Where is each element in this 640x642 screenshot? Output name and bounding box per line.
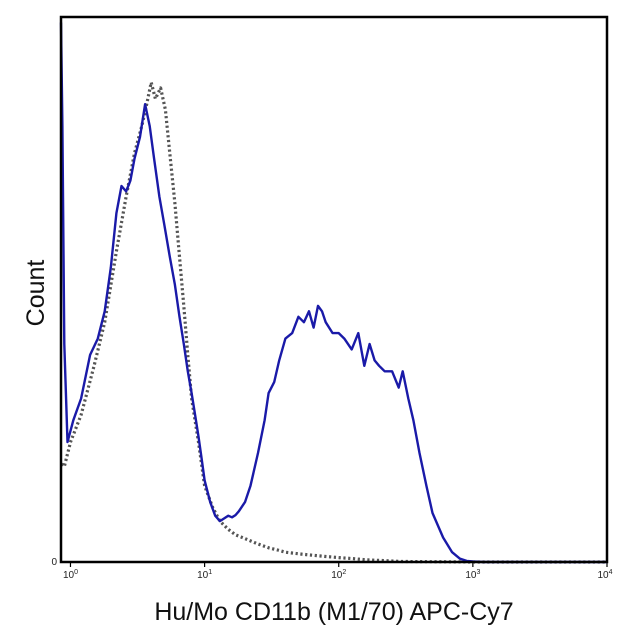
x-tick-label: 100 bbox=[63, 569, 78, 581]
x-tick-label: 104 bbox=[597, 569, 612, 581]
x-tick-label: 101 bbox=[197, 569, 212, 581]
y-tick-label-zero: 0 bbox=[51, 557, 57, 568]
y-axis-title: Count bbox=[22, 260, 50, 327]
x-axis-title: Hu/Mo CD11b (M1/70) APC-Cy7 bbox=[154, 598, 513, 626]
x-tick-label: 102 bbox=[331, 569, 346, 581]
plot-frame bbox=[59, 15, 609, 564]
x-tick-label: 103 bbox=[465, 569, 480, 581]
series-layer bbox=[59, 22, 607, 564]
x-axis-ticks: 100 101 102 103 104 bbox=[63, 562, 613, 581]
control-histogram-line bbox=[60, 80, 607, 564]
stained-histogram-line bbox=[59, 22, 607, 564]
